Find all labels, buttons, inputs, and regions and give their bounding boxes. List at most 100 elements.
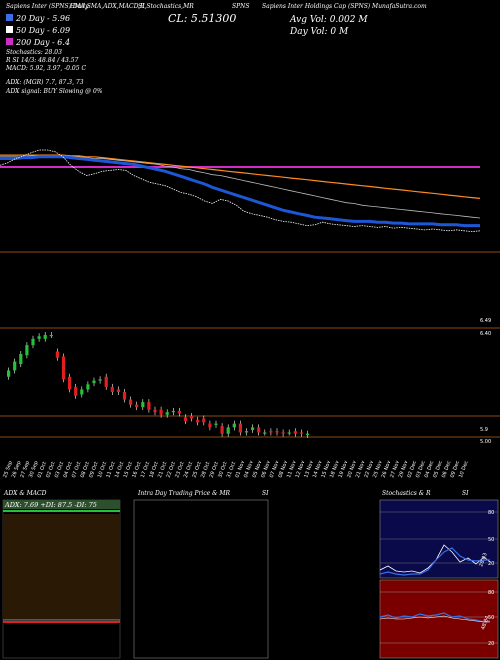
x-axis-label: 11 Nov (286, 460, 298, 479)
stoch-panel-si: SI (462, 490, 469, 497)
x-axis-label: 07 Oct (71, 461, 82, 479)
x-axis-label: 30 Oct (217, 461, 228, 479)
intra-panel-title: Intra Day Trading Price & MR (137, 490, 231, 497)
candle (244, 431, 249, 433)
legend-sma200: 200 Day - 6.4 (15, 38, 70, 47)
x-axis-label: 01 Nov (234, 460, 246, 479)
x-axis-label: 21 Oct (157, 461, 168, 479)
x-axis-label: 07 Nov (269, 460, 281, 479)
close-line (0, 149, 481, 233)
stoch-tick-80: 80 (488, 510, 494, 516)
x-axis-label: 15 Nov (320, 460, 332, 479)
price-label-bottom2: 5.00 (480, 439, 491, 445)
candle (68, 376, 72, 390)
rsi-tick-20: 20 (488, 641, 494, 647)
x-axis-label: 26 Nov (381, 460, 393, 479)
intra-panel-frame (133, 499, 269, 659)
header-indicators: EMA,SMA,ADX,MACD,R (69, 3, 145, 10)
x-axis-label: 17 Oct (140, 461, 151, 479)
candle (159, 409, 163, 415)
price-label-top1: 6.49 (480, 318, 491, 324)
candle (147, 402, 151, 410)
candle (104, 376, 108, 387)
x-axis-label: 08 Oct (80, 461, 91, 479)
stoch-panel-title: Stochastics & R (382, 490, 431, 497)
candle (305, 433, 310, 435)
x-axis-label: 03 Dec (415, 460, 427, 479)
x-axis-label: 03 Oct (54, 461, 65, 479)
x-axis-label: 29 Nov (398, 460, 410, 479)
adx-panel-title: ADX & MACD (3, 490, 47, 497)
candle (141, 402, 145, 408)
info-rsi: R SI 14/3: 48.84 / 43.57 (5, 57, 79, 64)
header-company: Sapiens Inter Holdings Cap (SPNS) Munafa… (262, 3, 427, 10)
x-axis-label: 09 Oct (88, 461, 99, 479)
rsi-panel: 80 50 20 48.84 (379, 579, 499, 659)
candle (226, 427, 230, 434)
candle (299, 432, 303, 434)
rsi-tick-50: 50 (488, 615, 494, 621)
candle (13, 361, 17, 371)
candle (25, 345, 29, 356)
x-axis-label: 25 Oct (191, 461, 202, 479)
x-axis-label: 14 Nov (312, 460, 324, 479)
candle (86, 384, 90, 390)
x-axis-label: 19 Nov (338, 460, 350, 479)
stoch-d-line (379, 547, 490, 576)
sma100-line (0, 154, 481, 199)
x-axis-label: 22 Nov (363, 460, 375, 479)
x-axis-label: 26 Sep (11, 460, 23, 478)
x-axis-label: 09 Dec (449, 460, 461, 479)
candle (183, 417, 188, 422)
candle (165, 412, 169, 415)
candle (110, 386, 114, 392)
close-label: CL: 5.51300 (168, 12, 236, 25)
avg-vol-label: Avg Vol: 0.002 M (289, 15, 368, 25)
price-label-bottom1: 5.9 (480, 427, 488, 433)
candle (135, 404, 139, 408)
candle (31, 338, 35, 346)
x-axis-label: 02 Dec (406, 460, 418, 479)
x-axis-label: 04 Oct (62, 461, 73, 479)
candle (177, 410, 181, 414)
legend-swatch-sma200 (6, 38, 13, 45)
candle (129, 399, 133, 405)
x-axis-label: 05 Nov (252, 460, 264, 479)
sma50-line (0, 155, 481, 219)
candle (269, 431, 273, 433)
candle (232, 423, 236, 428)
candle (190, 416, 194, 419)
x-axis-label: 25 Sep (2, 460, 14, 478)
x-axis-label: 28 Oct (200, 461, 211, 479)
candle (171, 410, 175, 413)
candle (74, 386, 78, 396)
legend-swatch-sma50 (6, 26, 13, 33)
adx-box-text: ADX: 7.69 +DI: 87.5 -DI: 75 (4, 501, 97, 509)
stoch-panel: 80 50 20 28.03 (379, 499, 499, 579)
info-stochastics: Stochastics: 28.03 (6, 49, 62, 56)
x-axis-label: 01 Oct (37, 461, 48, 479)
rsi-tick-80: 80 (488, 590, 494, 596)
x-axis-label: 06 Nov (260, 460, 272, 479)
x-axis-label: 04 Nov (243, 460, 255, 479)
x-axis-label: 12 Nov (295, 460, 307, 479)
adx-green-line (3, 510, 120, 512)
x-axis-label: 29 Oct (209, 461, 220, 479)
candles (7, 332, 310, 438)
x-axis-label: 24 Oct (183, 461, 194, 479)
x-axis-label: 16 Oct (131, 461, 142, 479)
x-axis-label: 18 Oct (148, 461, 159, 479)
adx-box-bg (3, 500, 120, 509)
candle (122, 391, 127, 400)
x-axis-label: 23 Oct (174, 461, 185, 479)
stoch-tick-20: 20 (488, 561, 494, 567)
candle (7, 370, 11, 377)
candle (281, 432, 285, 434)
header-top-left: Sapiens Inter (SPNS) Daily (6, 3, 89, 10)
candle (275, 431, 279, 433)
legend-swatch-ema20 (6, 14, 13, 21)
candle (293, 431, 297, 434)
candle (251, 427, 255, 430)
candle (61, 356, 66, 380)
